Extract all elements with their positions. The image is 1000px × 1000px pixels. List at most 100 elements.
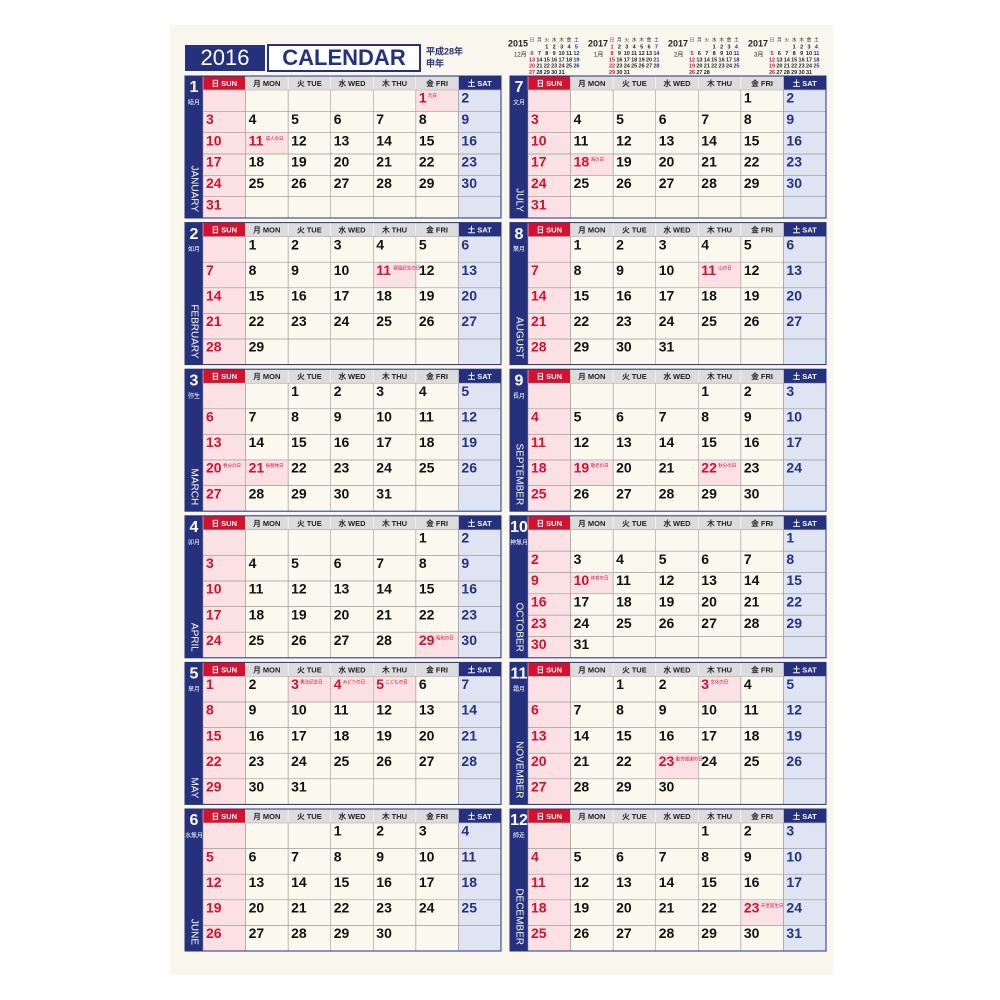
day-number: 12: [574, 874, 590, 890]
weekday-label: 日 SUN: [537, 226, 562, 235]
day-number: 11: [249, 581, 264, 597]
day-number: 15: [334, 874, 350, 890]
day-number: 10: [574, 572, 590, 588]
day-number: 22: [291, 460, 307, 476]
mini-day: 15: [711, 57, 717, 63]
day-column: [740, 383, 784, 512]
day-number: 26: [574, 925, 590, 941]
mini-day: 9: [720, 51, 723, 57]
month-frame: [184, 808, 502, 952]
mini-weekday: 土: [814, 36, 819, 43]
day-number: 17: [419, 874, 435, 890]
weekday-label: 木 THU: [381, 811, 407, 821]
month-jp-name: 皐月: [188, 685, 200, 693]
mini-weekday: 月: [697, 37, 702, 43]
day-column: [698, 823, 741, 951]
day-column: [783, 823, 826, 951]
day-column: [415, 383, 459, 512]
day-number: 7: [744, 551, 752, 567]
day-number: 11: [744, 702, 759, 718]
day-number: 27: [334, 632, 350, 648]
month-en-name: MAY: [188, 777, 199, 798]
day-number: 1: [616, 676, 624, 692]
month-number: 10: [510, 519, 528, 536]
day-number: 18: [461, 874, 477, 890]
mini-day: 23: [799, 64, 805, 70]
day-column: [698, 236, 741, 365]
day-column: [245, 823, 289, 951]
day-number: 17: [291, 727, 307, 743]
weekday-label: 金 FRI: [750, 518, 773, 528]
day-number: 27: [206, 485, 222, 501]
mini-day: 25: [733, 64, 739, 70]
mini-day: 11: [631, 51, 637, 57]
day-number: 15: [206, 727, 222, 743]
day-number: 8: [701, 848, 709, 864]
mini-weekday: 土: [734, 36, 739, 43]
day-number: 3: [574, 551, 582, 567]
day-number: 31: [786, 925, 802, 941]
day-column: [528, 383, 571, 512]
day-number: 13: [659, 132, 675, 148]
month-en-name: DECEMBER: [513, 888, 524, 945]
month-sidebar: [185, 515, 203, 658]
day-number: 12: [376, 702, 392, 718]
weekday-label: 火 TUE: [297, 79, 322, 88]
day-number: 4: [419, 383, 427, 399]
day-number: 3: [206, 555, 214, 571]
holiday-name: 建国記念の日: [393, 264, 420, 271]
mini-weekday: 月: [537, 37, 542, 43]
day-number: 22: [419, 154, 435, 170]
day-number: 19: [376, 727, 392, 743]
mini-day: 12: [639, 51, 645, 57]
month-frame: [509, 808, 827, 952]
day-number: 23: [461, 154, 477, 170]
holiday-name: 憲法記念日: [300, 679, 323, 686]
day-number: 25: [376, 313, 392, 329]
weekday-label: 金 FRI: [425, 225, 448, 235]
day-column: [740, 823, 784, 951]
day-number: 23: [291, 313, 307, 329]
mini-day: 24: [559, 64, 566, 70]
day-number: 4: [574, 111, 582, 127]
day-number: 21: [206, 313, 222, 329]
title: CALENDAR: [282, 45, 406, 70]
mini-weekday: 日: [769, 37, 774, 43]
mini-day: 3: [560, 44, 563, 50]
mini-day: 23: [551, 64, 557, 70]
month-sidebar: [185, 369, 203, 512]
month-en-name: FEBRUARY: [188, 304, 199, 359]
mini-day: 27: [776, 70, 782, 76]
mini-day: 24: [726, 64, 733, 70]
holiday-cell: [245, 460, 289, 486]
mini-day: 16: [551, 57, 557, 63]
day-number: 12: [574, 434, 590, 450]
day-number: 12: [659, 572, 675, 588]
mini-day: 20: [529, 64, 535, 70]
month-frame: [184, 368, 502, 512]
day-number: 18: [334, 727, 350, 743]
day-number: 15: [744, 132, 760, 148]
weekday-label: 金 FRI: [425, 518, 448, 528]
mini-day: 2: [553, 44, 556, 50]
day-number: 2: [376, 823, 384, 839]
mini-day: 1: [793, 44, 796, 50]
mini-day: 16: [616, 57, 622, 63]
mini-weekday: 金: [646, 36, 651, 43]
day-number: 16: [744, 874, 760, 890]
day-number: 27: [419, 753, 435, 769]
weekday-label: 金 FRI: [425, 371, 448, 381]
day-number: 19: [574, 460, 590, 476]
weekday-label: 火 TUE: [622, 79, 647, 88]
day-number: 28: [249, 485, 265, 501]
month-number: 1: [190, 79, 199, 96]
mini-weekday: 火: [544, 37, 549, 43]
day-number: 8: [206, 702, 214, 718]
day-number: 28: [659, 925, 675, 941]
mini-day: 12: [769, 57, 775, 63]
day-number: 3: [659, 236, 667, 252]
day-column: [415, 676, 459, 805]
day-column: [373, 823, 416, 951]
month-number: 4: [190, 519, 199, 536]
day-number: 10: [786, 848, 802, 864]
